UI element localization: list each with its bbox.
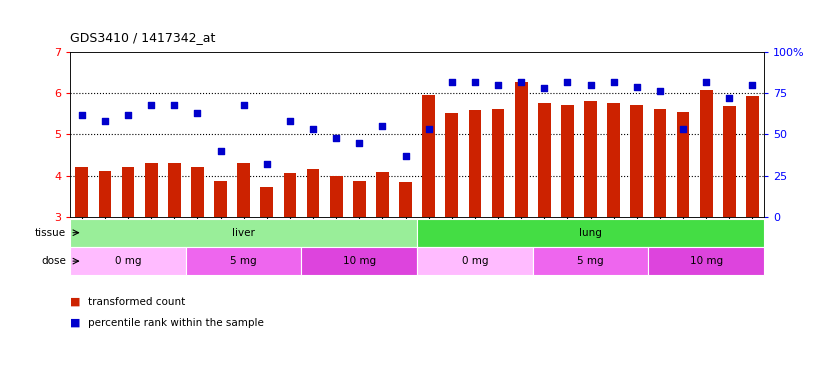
- Bar: [75, 167, 88, 217]
- Bar: [417, 247, 533, 275]
- Point: [468, 78, 482, 84]
- Text: 5 mg: 5 mg: [230, 256, 257, 266]
- Bar: [191, 167, 204, 217]
- Point: [376, 123, 389, 129]
- Point: [515, 78, 528, 84]
- Point: [607, 78, 620, 84]
- Bar: [533, 247, 648, 275]
- Bar: [700, 90, 713, 217]
- Bar: [676, 112, 690, 217]
- Bar: [168, 163, 181, 217]
- Text: ■: ■: [70, 297, 84, 307]
- Bar: [353, 181, 366, 217]
- Text: liver: liver: [232, 228, 255, 238]
- Bar: [330, 176, 343, 217]
- Bar: [422, 95, 435, 217]
- Bar: [186, 247, 301, 275]
- Text: tissue: tissue: [35, 228, 66, 238]
- Point: [168, 102, 181, 108]
- Bar: [417, 219, 764, 247]
- Point: [630, 83, 643, 89]
- Bar: [538, 103, 551, 217]
- Bar: [746, 96, 759, 217]
- Point: [746, 82, 759, 88]
- Point: [260, 161, 273, 167]
- Bar: [584, 101, 597, 217]
- Point: [584, 82, 597, 88]
- Bar: [306, 169, 320, 217]
- Point: [422, 126, 435, 132]
- Point: [145, 102, 158, 108]
- Bar: [98, 171, 112, 217]
- Text: percentile rank within the sample: percentile rank within the sample: [88, 318, 264, 328]
- Text: 0 mg: 0 mg: [115, 256, 141, 266]
- Point: [445, 78, 458, 84]
- Bar: [653, 109, 667, 217]
- Text: 10 mg: 10 mg: [690, 256, 723, 266]
- Bar: [376, 172, 389, 217]
- Point: [353, 140, 366, 146]
- Bar: [607, 103, 620, 217]
- Point: [75, 111, 88, 118]
- Bar: [561, 105, 574, 217]
- Bar: [237, 163, 250, 217]
- Point: [237, 102, 250, 108]
- Bar: [723, 106, 736, 217]
- Text: 5 mg: 5 mg: [577, 256, 604, 266]
- Point: [306, 126, 320, 132]
- Bar: [70, 219, 417, 247]
- Text: transformed count: transformed count: [88, 297, 186, 307]
- Point: [561, 78, 574, 84]
- Bar: [301, 247, 417, 275]
- Text: lung: lung: [579, 228, 602, 238]
- Point: [399, 153, 412, 159]
- Bar: [214, 181, 227, 217]
- Point: [283, 118, 297, 124]
- Point: [653, 88, 667, 94]
- Bar: [445, 113, 458, 217]
- Text: ■: ■: [70, 318, 84, 328]
- Point: [121, 111, 135, 118]
- Bar: [145, 163, 158, 217]
- Bar: [260, 187, 273, 217]
- Point: [491, 82, 505, 88]
- Bar: [399, 182, 412, 217]
- Bar: [121, 167, 135, 217]
- Point: [723, 95, 736, 101]
- Point: [676, 126, 690, 132]
- Point: [700, 78, 713, 84]
- Text: dose: dose: [41, 256, 66, 266]
- Text: 0 mg: 0 mg: [462, 256, 488, 266]
- Bar: [70, 247, 186, 275]
- Point: [330, 135, 343, 141]
- Bar: [630, 105, 643, 217]
- Point: [538, 85, 551, 91]
- Text: 10 mg: 10 mg: [343, 256, 376, 266]
- Bar: [491, 109, 505, 217]
- Text: GDS3410 / 1417342_at: GDS3410 / 1417342_at: [70, 31, 216, 44]
- Bar: [648, 247, 764, 275]
- Point: [191, 110, 204, 116]
- Bar: [515, 81, 528, 217]
- Point: [98, 118, 112, 124]
- Bar: [468, 111, 482, 217]
- Bar: [283, 173, 297, 217]
- Point: [214, 148, 227, 154]
